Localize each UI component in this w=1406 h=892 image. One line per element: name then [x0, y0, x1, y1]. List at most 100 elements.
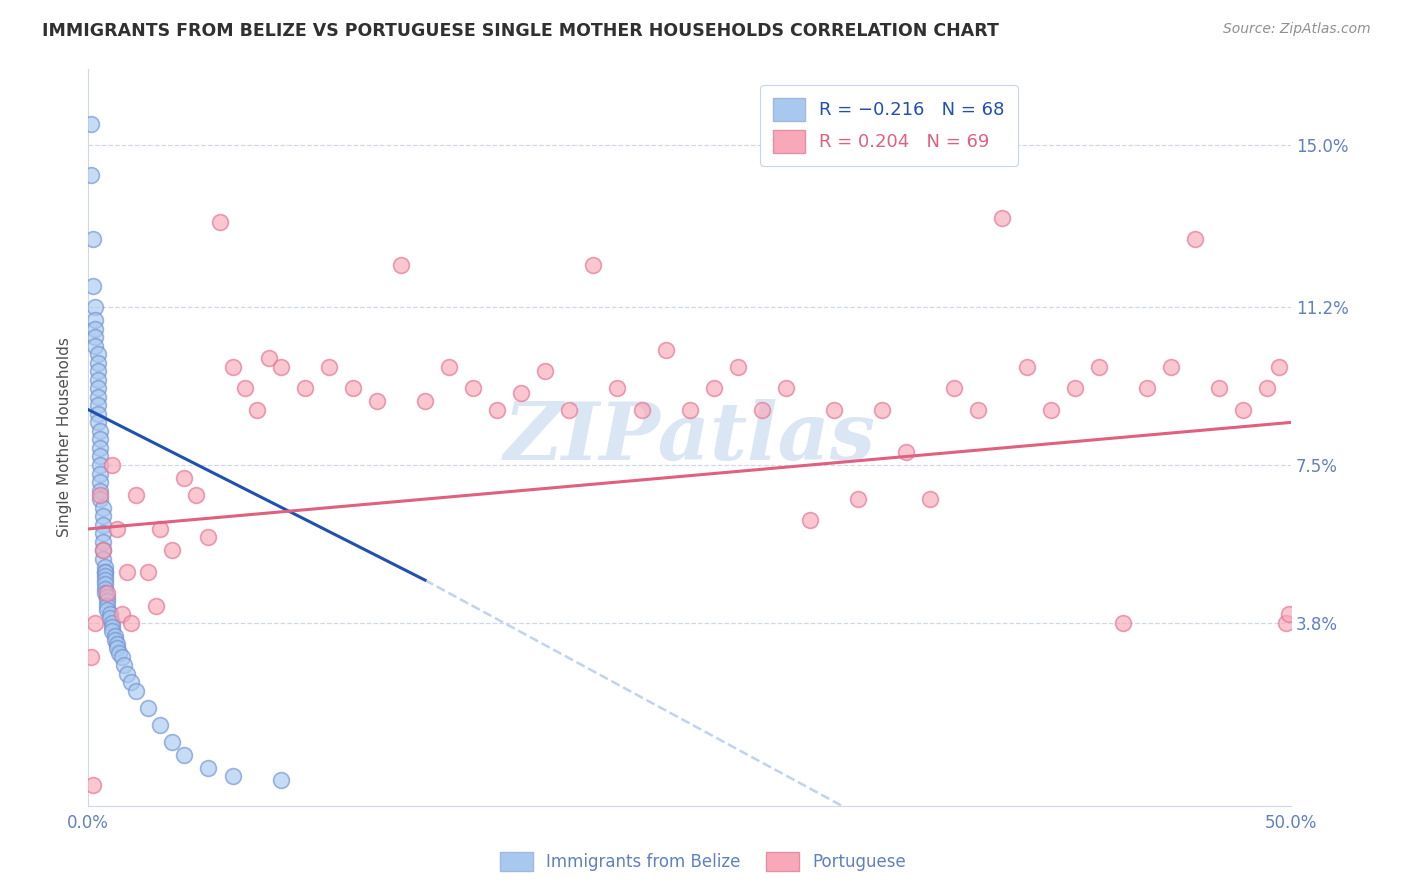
Point [108, 646, 131, 660]
Point [84, 330, 107, 344]
Point [89, 441, 111, 455]
Point [84, 615, 107, 630]
Legend: R = −0.216   N = 68, R = 0.204   N = 69: R = −0.216 N = 68, R = 0.204 N = 69 [759, 85, 1018, 166]
Point [87, 364, 110, 378]
Point [89, 492, 111, 507]
Point [87, 373, 110, 387]
Point [257, 351, 280, 366]
Point [1208, 381, 1230, 395]
Point [96, 586, 118, 600]
Point [270, 773, 292, 788]
Point [98, 611, 121, 625]
Point [105, 641, 128, 656]
Point [91, 534, 114, 549]
Point [162, 543, 184, 558]
Point [823, 402, 845, 417]
Point [1184, 232, 1206, 246]
Point [125, 488, 148, 502]
Point [105, 522, 128, 536]
Point [173, 471, 195, 485]
Point [87, 407, 110, 421]
Point [94, 577, 117, 591]
Point [703, 381, 725, 395]
Point [82, 279, 104, 293]
Point [94, 582, 117, 596]
Point [101, 624, 124, 639]
Point [342, 381, 364, 395]
Point [89, 433, 111, 447]
Point [96, 594, 118, 608]
Point [96, 603, 118, 617]
Point [82, 778, 104, 792]
Point [943, 381, 966, 395]
Point [1278, 607, 1301, 622]
Point [149, 522, 172, 536]
Point [294, 381, 316, 395]
Point [104, 628, 127, 642]
Point [101, 615, 124, 630]
Point [84, 338, 107, 352]
Point [1232, 402, 1254, 417]
Point [606, 381, 628, 395]
Point [197, 761, 219, 775]
Point [1256, 381, 1278, 395]
Point [87, 347, 110, 361]
Point [89, 467, 111, 481]
Point [79, 117, 101, 131]
Point [270, 359, 292, 374]
Point [91, 526, 114, 541]
Point [197, 531, 219, 545]
Point [89, 475, 111, 489]
Point [111, 649, 134, 664]
Point [233, 381, 256, 395]
Point [87, 356, 110, 370]
Point [91, 500, 114, 515]
Point [84, 300, 107, 314]
Point [112, 658, 135, 673]
Point [245, 402, 267, 417]
Point [91, 509, 114, 524]
Point [94, 565, 117, 579]
Point [679, 402, 702, 417]
Point [121, 675, 143, 690]
Point [1039, 402, 1062, 417]
Point [91, 543, 114, 558]
Point [94, 573, 117, 587]
Point [87, 381, 110, 395]
Point [727, 359, 749, 374]
Text: IMMIGRANTS FROM BELIZE VS PORTUGUESE SINGLE MOTHER HOUSEHOLDS CORRELATION CHART: IMMIGRANTS FROM BELIZE VS PORTUGUESE SIN… [42, 22, 1000, 40]
Point [89, 488, 111, 502]
Point [846, 492, 869, 507]
Point [89, 424, 111, 438]
Point [463, 381, 485, 395]
Point [534, 364, 557, 378]
Point [1136, 381, 1159, 395]
Point [1112, 615, 1135, 630]
Point [125, 684, 148, 698]
Point [87, 390, 110, 404]
Point [91, 543, 114, 558]
Point [751, 402, 773, 417]
Point [79, 168, 101, 182]
Point [775, 381, 797, 395]
Point [1087, 359, 1109, 374]
Point [437, 359, 460, 374]
Point [799, 513, 821, 527]
Point [486, 402, 509, 417]
Point [94, 560, 117, 574]
Point [105, 637, 128, 651]
Point [510, 385, 533, 400]
Text: Source: ZipAtlas.com: Source: ZipAtlas.com [1223, 22, 1371, 37]
Y-axis label: Single Mother Households: Single Mother Households [58, 337, 72, 537]
Point [173, 747, 195, 762]
Point [115, 666, 138, 681]
Point [101, 458, 124, 472]
Point [162, 735, 184, 749]
Point [558, 402, 581, 417]
Point [82, 232, 104, 246]
Point [104, 632, 127, 647]
Point [1268, 359, 1291, 374]
Point [366, 394, 388, 409]
Point [89, 483, 111, 498]
Point [115, 565, 138, 579]
